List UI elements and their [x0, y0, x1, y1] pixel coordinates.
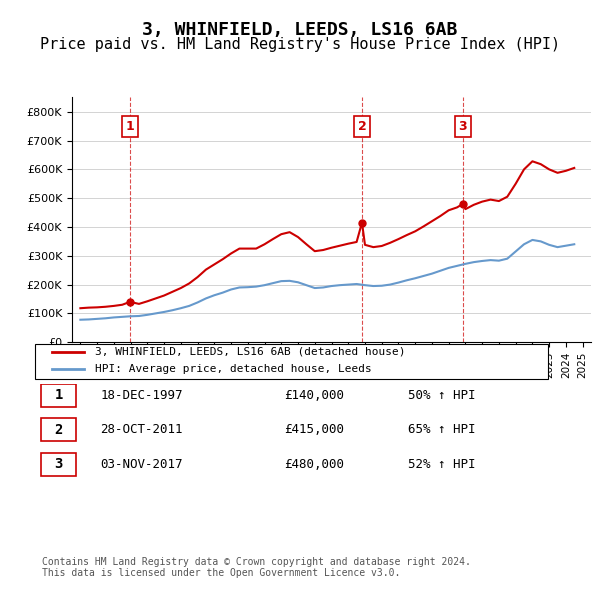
Text: 52% ↑ HPI: 52% ↑ HPI [408, 457, 476, 471]
FancyBboxPatch shape [41, 418, 76, 441]
Text: 2: 2 [55, 422, 63, 437]
Text: Contains HM Land Registry data © Crown copyright and database right 2024.
This d: Contains HM Land Registry data © Crown c… [42, 556, 471, 578]
Text: 3: 3 [55, 457, 63, 471]
FancyBboxPatch shape [35, 344, 548, 379]
Text: £140,000: £140,000 [284, 388, 344, 402]
Text: 03-NOV-2017: 03-NOV-2017 [100, 457, 182, 471]
Text: 2: 2 [358, 120, 367, 133]
Text: 28-OCT-2011: 28-OCT-2011 [100, 423, 182, 436]
Text: 3: 3 [458, 120, 467, 133]
Text: 3, WHINFIELD, LEEDS, LS16 6AB (detached house): 3, WHINFIELD, LEEDS, LS16 6AB (detached … [95, 347, 406, 357]
Text: 18-DEC-1997: 18-DEC-1997 [100, 388, 182, 402]
Text: 1: 1 [125, 120, 134, 133]
FancyBboxPatch shape [41, 384, 76, 407]
Text: 1: 1 [55, 388, 63, 402]
Text: HPI: Average price, detached house, Leeds: HPI: Average price, detached house, Leed… [95, 364, 371, 374]
Text: 65% ↑ HPI: 65% ↑ HPI [408, 423, 476, 436]
FancyBboxPatch shape [41, 453, 76, 476]
Text: Price paid vs. HM Land Registry's House Price Index (HPI): Price paid vs. HM Land Registry's House … [40, 37, 560, 51]
Text: 50% ↑ HPI: 50% ↑ HPI [408, 388, 476, 402]
Text: £415,000: £415,000 [284, 423, 344, 436]
Text: £480,000: £480,000 [284, 457, 344, 471]
Text: 3, WHINFIELD, LEEDS, LS16 6AB: 3, WHINFIELD, LEEDS, LS16 6AB [142, 21, 458, 39]
